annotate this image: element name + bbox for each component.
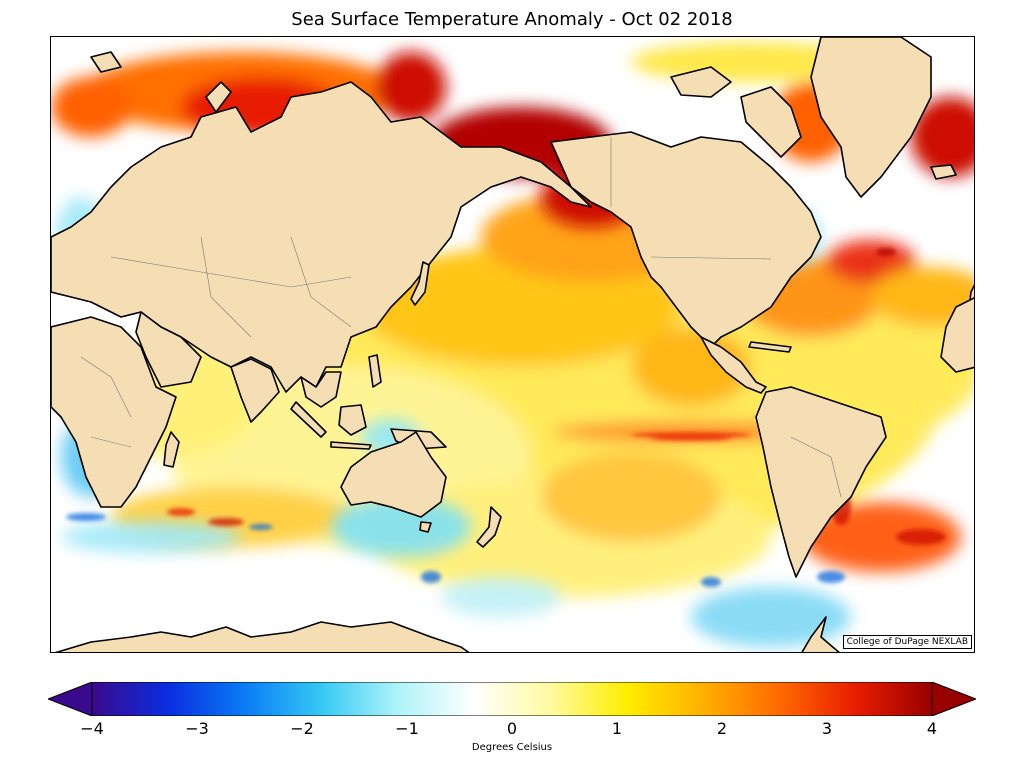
- landmass-arctic-islands: [670, 66, 732, 98]
- colorbar-tick-label: −4: [80, 719, 104, 738]
- landmass-antarctica: [54, 621, 470, 652]
- landmass-indochina: [300, 371, 342, 408]
- landmass-baffin-island: [740, 86, 802, 158]
- landmass-north-america: [550, 131, 822, 348]
- credit-box: College of DuPage NEXLAB: [842, 635, 972, 649]
- landmass-eurasia: [51, 81, 592, 393]
- colorbar-tick-label: 2: [716, 719, 728, 738]
- colorbar-tick-label: −2: [290, 719, 314, 738]
- landmass-philippines: [368, 354, 382, 388]
- colorbar-low-extend: [48, 682, 93, 716]
- landmass-java: [330, 441, 372, 450]
- landmass-central-america: [700, 336, 767, 394]
- landmass-antarctic-peninsula: [801, 616, 840, 652]
- colorbar-high-extend: [931, 682, 976, 716]
- colorbar: [48, 682, 976, 716]
- landmass-madagascar: [163, 431, 180, 468]
- landmass-tasmania: [419, 521, 432, 533]
- colorbar-ramp: [91, 682, 933, 716]
- landmass-cuba: [748, 341, 792, 353]
- landmass-iceland: [930, 164, 957, 180]
- landmass-arabia: [135, 311, 202, 388]
- landmass-svalbard: [90, 51, 122, 73]
- landmass-new-zealand: [476, 506, 502, 548]
- landmass-sumatra: [290, 401, 327, 438]
- landmass-novaya-zemlya: [205, 81, 232, 113]
- colorbar-tick-label: 3: [821, 719, 833, 738]
- colorbar-tick-label: 0: [506, 719, 518, 738]
- colorbar-label: Degrees Celsius: [471, 742, 553, 753]
- credit-label: College of DuPage NEXLAB: [842, 635, 972, 649]
- landmass-south-america: [755, 386, 887, 578]
- map-title: Sea Surface Temperature Anomaly - Oct 02…: [291, 9, 733, 30]
- colorbar-tick-label: 4: [926, 719, 938, 738]
- landmass-europe-africa-east: [940, 297, 974, 373]
- landmass-india: [230, 358, 280, 423]
- colorbar-tick-label: −3: [185, 719, 209, 738]
- colorbar-tick-label: −1: [395, 719, 419, 738]
- landmass-japan: [410, 261, 430, 306]
- landmass-greenland: [810, 37, 932, 198]
- map-canvas: College of DuPage NEXLAB: [51, 37, 974, 652]
- sst-anomaly-map: College of DuPage NEXLAB: [50, 36, 975, 653]
- land-masses: [51, 37, 974, 652]
- landmass-africa: [51, 316, 177, 508]
- political-borders: [80, 137, 842, 498]
- landmass-australia: [340, 431, 447, 518]
- landmass-borneo: [338, 404, 367, 436]
- colorbar-tick-label: 1: [611, 719, 623, 738]
